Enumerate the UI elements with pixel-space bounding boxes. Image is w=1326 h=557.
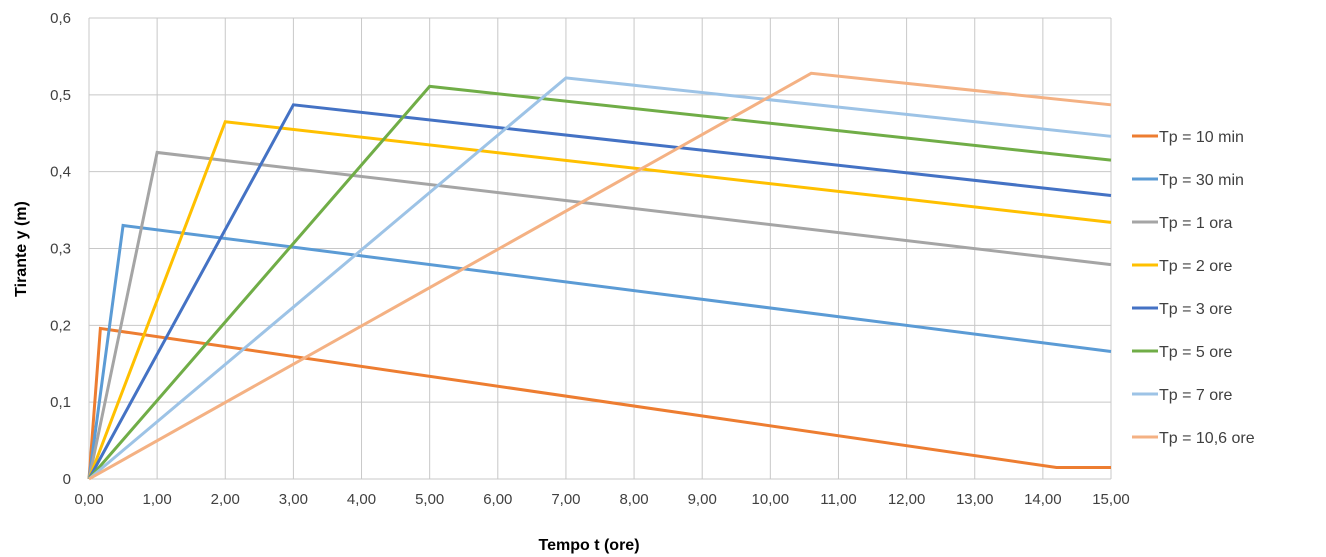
legend-label: Tp = 10,6 ore [1159, 430, 1255, 447]
y-tick-label: 0,3 [50, 241, 71, 258]
y-tick-label: 0 [63, 471, 71, 488]
series-line [87, 84, 1112, 480]
x-tick-label: 4,00 [347, 491, 376, 508]
series-lines [87, 71, 1112, 481]
x-tick-label: 15,00 [1092, 491, 1130, 508]
legend-label: Tp = 10 min [1159, 129, 1244, 146]
series-line [87, 120, 1112, 480]
y-axis-title: Tirante y (m) [13, 201, 30, 297]
legend-label: Tp = 7 ore [1159, 387, 1232, 404]
x-tick-label: 7,00 [551, 491, 580, 508]
series-line [88, 76, 1112, 481]
series-line [87, 150, 1112, 480]
x-tick-label: 3,00 [279, 491, 308, 508]
x-tick-label: 8,00 [619, 491, 648, 508]
y-tick-label: 0,1 [50, 394, 71, 411]
series-line [87, 326, 1111, 480]
grid [88, 17, 1112, 480]
legend-label: Tp = 30 min [1159, 172, 1244, 189]
x-tick-label: 10,00 [752, 491, 790, 508]
x-tick-label: 9,00 [688, 491, 717, 508]
legend: Tp = 10 min Tp = 30 min Tp = 1 ora Tp = 2 o… [1132, 129, 1255, 447]
y-tick-label: 0,5 [50, 87, 71, 104]
x-tick-label: 6,00 [483, 491, 512, 508]
legend-label: Tp = 5 ore [1159, 344, 1232, 361]
tick-labels: 0 0,1 0,2 0,3 0,4 0,5 0,6 0,00 1,00 2,00 3,00 4,00 5… [50, 10, 1130, 508]
x-tick-label: 0,00 [74, 491, 103, 508]
series-line [87, 103, 1112, 480]
legend-label: Tp = 3 ore [1159, 301, 1232, 318]
x-tick-label: 5,00 [415, 491, 444, 508]
x-tick-label: 2,00 [211, 491, 240, 508]
x-tick-label: 11,00 [820, 491, 856, 508]
x-tick-label: 14,00 [1024, 491, 1062, 508]
legend-label: Tp = 1 ora [1159, 215, 1232, 232]
legend-label: Tp = 2 ore [1159, 258, 1232, 275]
y-tick-label: 0,6 [50, 10, 71, 27]
y-tick-label: 0,4 [50, 164, 71, 181]
series-line [87, 223, 1112, 480]
y-tick-label: 0,2 [50, 317, 71, 334]
series-line [88, 71, 1112, 481]
x-tick-label: 13,00 [956, 491, 994, 508]
x-tick-label: 12,00 [888, 491, 926, 508]
x-tick-label: 1,00 [143, 491, 172, 508]
x-axis-title: Tempo t (ore) [538, 537, 639, 554]
